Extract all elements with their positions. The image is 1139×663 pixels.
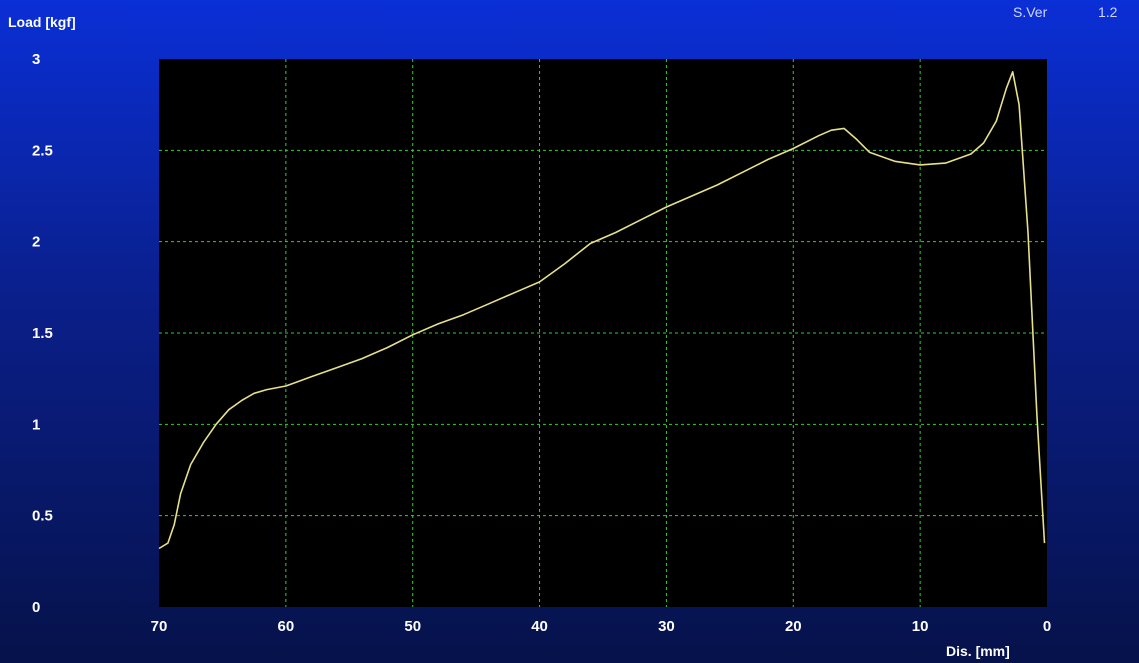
y-tick-label-5: 2.5 — [32, 142, 53, 159]
y-tick-label-1: 0.5 — [32, 508, 53, 525]
x-tick-label-1: 60 — [278, 618, 295, 635]
x-tick-label-7: 0 — [1043, 618, 1051, 635]
x-tick-label-6: 10 — [912, 618, 929, 635]
x-tick-label-4: 30 — [658, 618, 675, 635]
y-tick-label-4: 2 — [32, 234, 40, 251]
y-axis-label: Load [kgf] — [8, 14, 76, 30]
y-tick-label-0: 0 — [32, 599, 40, 616]
software-version-label: S.Ver — [1013, 4, 1048, 20]
y-tick-label-2: 1 — [32, 416, 40, 433]
x-tick-label-5: 20 — [785, 618, 802, 635]
x-tick-label-3: 40 — [531, 618, 548, 635]
x-axis-label: Dis. [mm] — [946, 643, 1010, 659]
software-version-value: 1.2 — [1098, 4, 1118, 20]
x-tick-label-2: 50 — [404, 618, 421, 635]
y-tick-label-3: 1.5 — [32, 325, 53, 342]
y-tick-label-6: 3 — [32, 51, 40, 68]
x-tick-label-0: 70 — [151, 618, 168, 635]
series-line-0 — [158, 71, 1046, 550]
